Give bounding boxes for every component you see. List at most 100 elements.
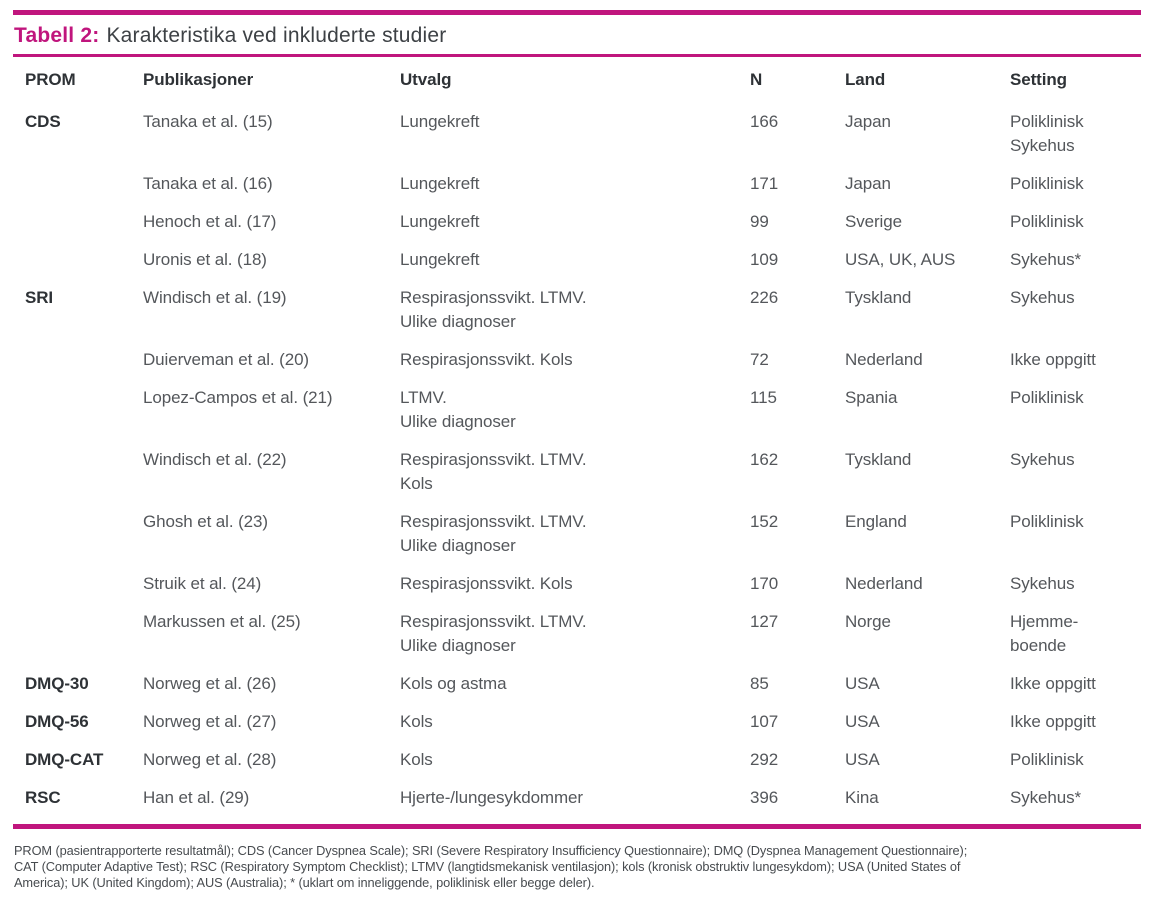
cell-n: 152 (750, 510, 845, 572)
cell-text-line: 162 (750, 450, 779, 469)
cell-text-line: Hjemme- (1010, 612, 1079, 631)
cell-text-line: 226 (750, 288, 779, 307)
cell-setting: Ikke oppgitt (1010, 672, 1141, 710)
table-row: Lopez-Campos et al. (21) LTMV. Ulike diagn… (13, 386, 1141, 448)
cell-utvalg: Respirasjonssvikt. LTMV. Kols (400, 448, 750, 510)
cell-pub: Duierveman et al. (20) (143, 348, 400, 386)
cell-text-line: Norweg et al. (27) (143, 712, 277, 731)
footnote-line: America); UK (United Kingdom); AUS (Aust… (14, 875, 595, 890)
cell-text-line: Ghosh et al. (23) (143, 512, 268, 531)
cell-text-line: Sykehus* (1010, 250, 1082, 269)
footnote-line: PROM (pasientrapporterte resultatmål); C… (14, 843, 968, 858)
cell-n: 72 (750, 348, 845, 386)
cell-text-line: Ulike diagnoser (400, 412, 516, 431)
cell-pub: Lopez-Campos et al. (21) (143, 386, 400, 448)
cell-text-line: Tyskland (845, 288, 912, 307)
footnote-line: CAT (Computer Adaptive Test); RSC (Respi… (14, 859, 961, 874)
cell-setting: Poliklinisk Sykehus (1010, 110, 1141, 172)
cell-n: 85 (750, 672, 845, 710)
cell-text-line: 109 (750, 250, 779, 269)
table-row: Henoch et al. (17) Lungekreft 99 Sverige Pol… (13, 210, 1141, 248)
cell-text-line: Lungekreft (400, 174, 480, 193)
cell-land: Spania (845, 386, 1010, 448)
cell-text-line: Japan (845, 112, 891, 131)
cell-land: USA (845, 748, 1010, 786)
cell-setting: Ikke oppgitt (1010, 348, 1141, 386)
column-header-land: Land (845, 70, 886, 89)
cell-pub: Norweg et al. (27) (143, 710, 400, 748)
cell-text-line: SRI (25, 288, 54, 307)
table-row: CDS Tanaka et al. (15) Lungekreft 166 Japan P… (13, 110, 1141, 172)
cell-text-line: 292 (750, 750, 779, 769)
cell-text-line: Respirasjonssvikt. LTMV. (400, 450, 587, 469)
header-row: PROM Publikasjoner Utvalg N Land Setting (13, 57, 1141, 110)
cell-prom (13, 248, 143, 286)
cell-text-line: Sverige (845, 212, 902, 231)
cell-utvalg: Kols og astma (400, 672, 750, 710)
cell-land: USA (845, 672, 1010, 710)
cell-text-line: Tyskland (845, 450, 912, 469)
column-header-setting: Setting (1010, 70, 1067, 89)
cell-text-line: Lungekreft (400, 212, 480, 231)
cell-land: USA (845, 710, 1010, 748)
cell-text-line: Respirasjonssvikt. LTMV. (400, 612, 587, 631)
cell-prom: DMQ-CAT (13, 748, 143, 786)
cell-utvalg: Lungekreft (400, 110, 750, 172)
table-row: DMQ-30 Norweg et al. (26) Kols og astma 85 U… (13, 672, 1141, 710)
cell-text-line: USA (845, 674, 880, 693)
cell-land: Norge (845, 610, 1010, 672)
cell-n: 226 (750, 286, 845, 348)
cell-text-line: Ikke oppgitt (1010, 350, 1096, 369)
cell-pub: Norweg et al. (26) (143, 672, 400, 710)
cell-text-line: USA (845, 712, 880, 731)
column-header-prom: PROM (25, 70, 76, 89)
cell-setting: Sykehus (1010, 448, 1141, 510)
cell-text-line: Respirasjonssvikt. Kols (400, 350, 573, 369)
cell-setting: Poliklinisk (1010, 172, 1141, 210)
cell-utvalg: Lungekreft (400, 172, 750, 210)
cell-text-line: Struik et al. (24) (143, 574, 262, 593)
cell-text-line: 127 (750, 612, 779, 631)
cell-setting: Ikke oppgitt (1010, 710, 1141, 748)
cell-setting: Hjemme-boende (1010, 610, 1141, 672)
cell-prom (13, 172, 143, 210)
cell-text-line: Kols og astma (400, 674, 507, 693)
cell-setting: Poliklinisk (1010, 748, 1141, 786)
cell-pub: Tanaka et al. (16) (143, 172, 400, 210)
cell-utvalg: Kols (400, 748, 750, 786)
cell-text-line: Poliklinisk (1010, 212, 1084, 231)
table-title: Tabell 2: Karakteristika ved inkluderte s… (14, 22, 1165, 50)
cell-text-line: LTMV. (400, 388, 447, 407)
cell-pub: Ghosh et al. (23) (143, 510, 400, 572)
cell-text-line: Poliklinisk (1010, 512, 1084, 531)
cell-n: 171 (750, 172, 845, 210)
cell-land: Sverige (845, 210, 1010, 248)
cell-text-line: Sykehus* (1010, 788, 1082, 807)
title-underline-rule (13, 54, 1141, 57)
cell-setting: Sykehus* (1010, 786, 1141, 824)
cell-text-line: Han et al. (29) (143, 788, 250, 807)
cell-text-line: Ulike diagnoser (400, 312, 516, 331)
cell-utvalg: Lungekreft (400, 248, 750, 286)
cell-text-line: Poliklinisk (1010, 388, 1084, 407)
cell-n: 127 (750, 610, 845, 672)
cell-prom: DMQ-56 (13, 710, 143, 748)
cell-text-line: Hjerte-/lungesykdommer (400, 788, 583, 807)
cell-pub: Tanaka et al. (15) (143, 110, 400, 172)
cell-text-line: Lungekreft (400, 112, 480, 131)
cell-pub: Windisch et al. (22) (143, 448, 400, 510)
cell-text-line: Norweg et al. (28) (143, 750, 277, 769)
cell-utvalg: Respirasjonssvikt. LTMV. Ulike diagnoser (400, 510, 750, 572)
cell-text-line: Sykehus (1010, 450, 1075, 469)
cell-prom (13, 510, 143, 572)
cell-prom (13, 210, 143, 248)
column-header-utvalg: Utvalg (400, 70, 452, 89)
cell-text-line: CDS (25, 112, 61, 131)
cell-n: 166 (750, 110, 845, 172)
cell-text-line: Lungekreft (400, 250, 480, 269)
column-header-n: N (750, 70, 763, 89)
cell-pub: Henoch et al. (17) (143, 210, 400, 248)
cell-n: 99 (750, 210, 845, 248)
cell-n: 396 (750, 786, 845, 824)
